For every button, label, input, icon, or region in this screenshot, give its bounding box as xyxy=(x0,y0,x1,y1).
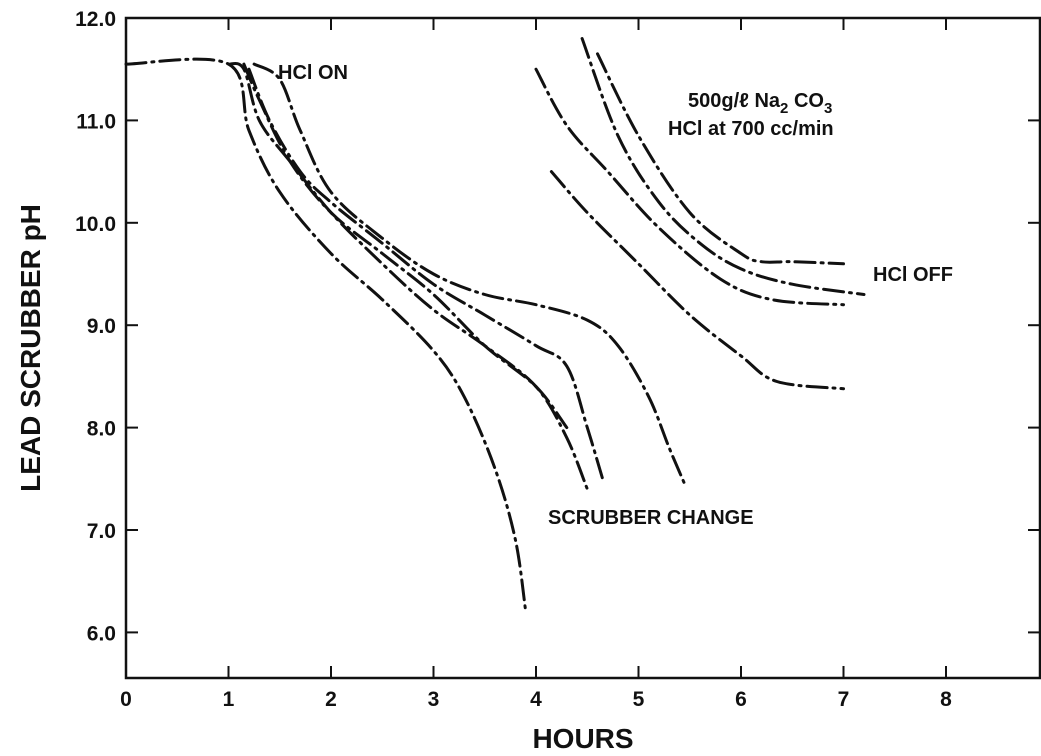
series-line-8 xyxy=(580,37,866,296)
series-line-1 xyxy=(124,57,528,614)
x-axis-label: HOURS xyxy=(532,723,633,754)
conditions-line1-sub: 2 xyxy=(780,100,788,117)
y-tick-label: 9.0 xyxy=(87,315,116,338)
series-line-5 xyxy=(252,62,687,486)
y-tick-label: 10.0 xyxy=(75,213,116,236)
y-tick-label: 11.0 xyxy=(76,110,116,133)
annotation-hcl-on: HCl ON xyxy=(278,62,348,84)
conditions-line1-after: CO xyxy=(788,90,824,112)
y-tick-label: 8.0 xyxy=(87,418,116,441)
x-tick-label: 0 xyxy=(120,688,132,711)
series-line-4 xyxy=(247,67,605,481)
y-tick-label: 7.0 xyxy=(87,520,116,543)
x-tick-label: 2 xyxy=(325,688,337,711)
series-line-6 xyxy=(549,170,845,391)
y-tick-label: 12.0 xyxy=(75,8,116,31)
series-line-9 xyxy=(596,52,845,266)
x-tick-label: 1 xyxy=(223,688,235,711)
x-tick-label: 8 xyxy=(940,688,952,711)
plot-frame xyxy=(124,16,1041,680)
data-series xyxy=(124,37,866,614)
annotation-conditions-line2: HCl at 700 cc/min xyxy=(668,118,834,140)
axis-tick-labels: 0 1 2 3 4 5 6 7 8 6.0 7.0 8.0 9.0 10.0 11.0 12.0 xyxy=(75,8,952,711)
annotation-scrubber-change: SCRUBBER CHANGE xyxy=(548,507,754,529)
annotation-conditions-line1: 500g/ℓ Na2 CO3 xyxy=(688,90,832,117)
x-tick-label: 7 xyxy=(838,688,850,711)
x-tick-label: 4 xyxy=(530,688,542,711)
series-line-3 xyxy=(242,62,569,430)
annotation-hcl-off: HCl OFF xyxy=(873,264,953,286)
x-tick-label: 5 xyxy=(633,688,645,711)
x-tick-label: 6 xyxy=(735,688,747,711)
series-line-2 xyxy=(227,61,589,491)
conditions-line1-sub2: 3 xyxy=(824,100,832,117)
y-tick-label: 6.0 xyxy=(87,622,116,645)
conditions-line1-text: 500g/ℓ Na xyxy=(688,90,781,112)
y-axis-label: LEAD SCRUBBER pH xyxy=(15,204,46,492)
x-tick-label: 3 xyxy=(428,688,440,711)
axis-ticks xyxy=(126,17,1040,678)
